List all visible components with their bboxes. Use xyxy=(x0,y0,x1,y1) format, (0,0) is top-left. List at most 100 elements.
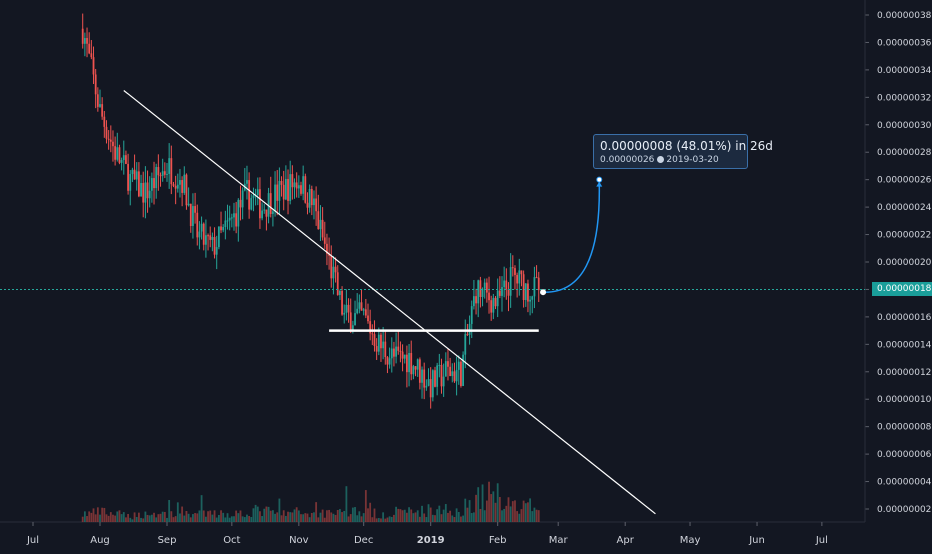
volume-bar xyxy=(488,481,490,522)
volume-bar xyxy=(267,506,270,522)
volume-bar xyxy=(246,514,248,522)
candle-body xyxy=(358,302,361,309)
time-tick-label: Apr xyxy=(617,535,635,546)
candle-body xyxy=(483,282,486,289)
candle-body xyxy=(455,369,458,382)
price-tick-label: 0.00000032 xyxy=(877,93,931,103)
volume-bar xyxy=(120,514,123,522)
candle-body xyxy=(386,357,389,365)
volume-bar xyxy=(122,512,125,522)
clock-icon xyxy=(657,156,665,163)
volume-bar xyxy=(304,513,307,522)
volume-bar xyxy=(326,510,328,522)
candle-body xyxy=(196,212,199,238)
candle-body xyxy=(172,184,175,186)
volume-bar xyxy=(395,506,397,522)
candle-body xyxy=(187,203,190,206)
volume-bar xyxy=(116,511,119,522)
volume-bar xyxy=(440,514,443,522)
time-tick-label: Nov xyxy=(289,535,309,546)
candle-body xyxy=(323,237,326,244)
volume-bar xyxy=(103,507,106,522)
volume-bar xyxy=(129,517,132,522)
volume-bar xyxy=(183,515,186,522)
candle-body xyxy=(297,185,300,189)
candle-body xyxy=(529,299,531,302)
time-tick-label: May xyxy=(680,535,701,546)
volume-bar xyxy=(362,513,365,522)
candle-body xyxy=(393,348,395,357)
candle-body xyxy=(138,171,140,197)
candle-body xyxy=(470,306,473,324)
candle-body xyxy=(384,341,387,358)
candle-body xyxy=(131,169,134,175)
candle-body xyxy=(449,366,452,376)
time-tick-label: Jun xyxy=(748,535,765,546)
volume-bar xyxy=(92,508,95,522)
volume-bar xyxy=(529,498,531,522)
volume-bar xyxy=(217,514,220,522)
volume-bar xyxy=(142,518,145,522)
candle-body xyxy=(334,266,337,273)
candle-body xyxy=(230,217,233,219)
candle-body xyxy=(460,361,462,386)
candle-body xyxy=(94,74,97,95)
volume-bar xyxy=(438,505,441,522)
volume-bar xyxy=(451,515,454,522)
volume-bar xyxy=(105,514,108,522)
candle-body xyxy=(423,369,426,388)
candle-body xyxy=(403,354,406,359)
volume-bar xyxy=(388,516,391,522)
volume-bar xyxy=(88,511,91,522)
volume-bar xyxy=(473,512,475,522)
candle-body xyxy=(328,253,330,256)
candle-body xyxy=(518,270,521,284)
volume-bar xyxy=(241,516,244,522)
volume-bar xyxy=(343,510,346,522)
candle-body xyxy=(252,195,255,198)
volume-bar xyxy=(170,511,173,522)
volume-bar xyxy=(291,512,294,522)
candle-body xyxy=(511,267,514,269)
volume-bar xyxy=(107,515,110,522)
volume-bar xyxy=(477,487,480,522)
volume-bar xyxy=(194,513,196,522)
candle-body xyxy=(81,28,84,44)
candle-body xyxy=(287,178,289,201)
candle-body xyxy=(464,334,467,355)
volume-bar xyxy=(518,513,521,522)
volume-bar xyxy=(364,490,367,522)
volume-bar xyxy=(248,515,251,522)
candle-body xyxy=(129,174,132,191)
candle-body xyxy=(399,350,402,352)
volume-bar xyxy=(155,517,158,522)
candle-body xyxy=(310,188,313,206)
volume-bar xyxy=(127,513,129,522)
volume-bar xyxy=(449,510,452,522)
volume-bar xyxy=(457,512,460,522)
volume-bar xyxy=(168,500,171,522)
volume-bar xyxy=(393,514,395,522)
candle-body xyxy=(144,182,147,203)
time-tick-label: Feb xyxy=(489,535,507,546)
candle-body xyxy=(341,290,343,315)
volume-bar xyxy=(261,516,263,522)
time-tick-label: Jul xyxy=(815,535,828,546)
candle-body xyxy=(103,116,106,127)
candle-body xyxy=(339,290,341,295)
candle-body xyxy=(475,296,477,304)
time-tick-label: Dec xyxy=(354,535,373,546)
candle-body xyxy=(120,159,123,163)
candle-body xyxy=(514,268,516,275)
price-tick-label: 0.00000022 xyxy=(877,231,931,241)
volume-bar xyxy=(483,510,486,522)
volume-bar xyxy=(377,518,380,522)
volume-bar xyxy=(524,503,527,522)
candle-body xyxy=(494,297,497,307)
candle-body xyxy=(259,189,261,219)
candle-body xyxy=(189,203,192,227)
candle-body xyxy=(302,176,305,194)
